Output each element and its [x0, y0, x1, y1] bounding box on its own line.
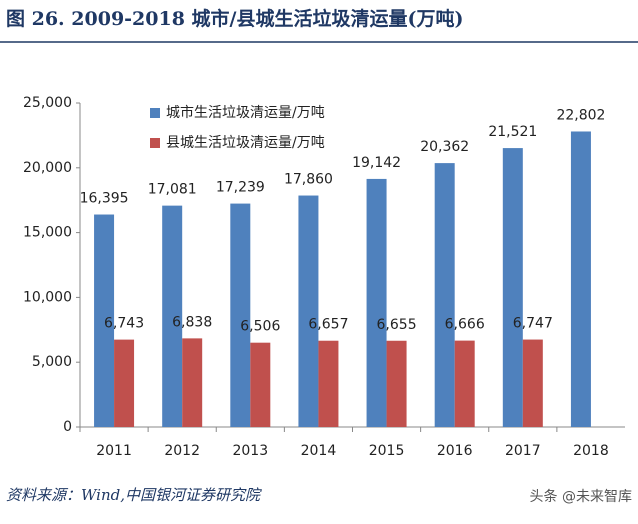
legend-swatch [150, 108, 160, 118]
bar [94, 214, 115, 427]
bar [366, 178, 387, 427]
value-label: 20,362 [420, 139, 469, 155]
x-tick-label: 2014 [301, 443, 337, 459]
value-label: 6,743 [104, 316, 144, 332]
x-tick-label: 2016 [437, 443, 473, 459]
bar [162, 205, 183, 427]
bar [230, 203, 251, 427]
chart-title: 图 26. 2009-2018 城市/县城生活垃圾清运量(万吨) [6, 7, 463, 30]
legend-label: 县城生活垃圾清运量/万吨 [166, 135, 325, 151]
x-tick-label: 2018 [573, 443, 609, 459]
x-tick-label: 2011 [96, 443, 132, 459]
value-label: 6,657 [308, 317, 348, 333]
bar [114, 339, 135, 427]
value-label: 6,506 [240, 319, 280, 335]
bar [570, 131, 591, 427]
value-label: 6,655 [377, 317, 417, 333]
x-tick-label: 2013 [232, 443, 268, 459]
value-label: 22,802 [556, 107, 605, 123]
y-tick-label: 10,000 [23, 289, 72, 305]
value-label: 17,081 [148, 182, 197, 198]
x-tick-label: 2012 [164, 443, 200, 459]
watermark: 头条 @未来智库 [530, 488, 632, 505]
value-label: 6,666 [445, 317, 485, 333]
value-label: 17,239 [216, 180, 265, 196]
y-tick-label: 15,000 [23, 225, 72, 241]
bar [298, 195, 319, 427]
legend-swatch [150, 138, 160, 148]
bar [454, 340, 475, 427]
source: 资料来源：Wind,中国银河证券研究院 [6, 486, 262, 504]
value-label: 19,142 [352, 155, 401, 171]
bar [182, 338, 203, 427]
value-label: 6,747 [513, 316, 553, 332]
y-tick-label: 0 [63, 419, 72, 435]
x-tick-label: 2017 [505, 443, 541, 459]
value-label: 21,521 [488, 124, 537, 140]
value-label: 17,860 [284, 172, 333, 188]
value-label: 6,838 [172, 314, 212, 330]
value-label: 16,395 [80, 191, 129, 207]
bar [386, 340, 407, 427]
bar [434, 163, 455, 428]
bar [250, 342, 271, 427]
y-tick-label: 5,000 [32, 354, 72, 370]
bar [318, 340, 339, 427]
x-tick-label: 2015 [369, 443, 405, 459]
bar [522, 339, 543, 427]
legend-label: 城市生活垃圾清运量/万吨 [166, 104, 325, 121]
y-tick-label: 25,000 [23, 95, 72, 111]
y-tick-label: 20,000 [23, 160, 72, 176]
bar [502, 148, 523, 428]
